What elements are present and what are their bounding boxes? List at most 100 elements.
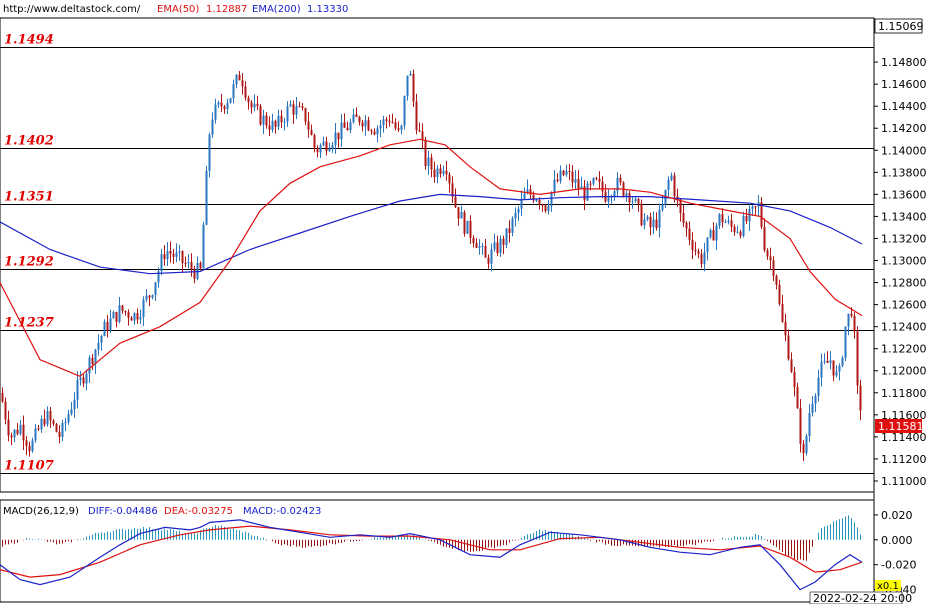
candle-102: [307, 112, 310, 138]
candle-110: [331, 142, 334, 154]
candle-96: [289, 100, 292, 108]
candle-284: [853, 312, 856, 339]
macd-dea-value: DEA:-0.03275: [164, 506, 233, 517]
candle-22: [67, 409, 70, 425]
candle-216: [649, 212, 652, 236]
ema50-value: 1.12887: [206, 4, 247, 15]
price-axis-ticks: 1.14800 1.14600 1.14400 1.14200 1.14000 1.138…: [874, 56, 927, 488]
candle-187: [562, 169, 565, 177]
candle-191: [574, 169, 577, 190]
candle-195: [586, 181, 589, 201]
candle-92: [277, 109, 280, 131]
candle-75: [226, 98, 229, 115]
candle-276: [829, 351, 832, 370]
candle-105: [316, 145, 319, 158]
candle-211: [634, 196, 637, 203]
candle-278: [835, 365, 838, 378]
candle-138: [415, 93, 418, 135]
candle-71: [214, 98, 217, 124]
price-tick-label-2: 1.14400: [881, 100, 927, 113]
candle-256: [769, 247, 772, 270]
candle-133: [400, 124, 403, 135]
candle-193: [580, 176, 583, 189]
candle-259: [778, 279, 781, 306]
price-tick-label-11: 1.12600: [881, 299, 927, 312]
timestamp: 2022-02-24 20:00: [813, 592, 912, 604]
source-url[interactable]: http://www.deltastock.com/: [3, 4, 141, 15]
candle-9: [28, 441, 31, 457]
candle-5: [16, 423, 19, 436]
ema50-label: EMA(50): [157, 4, 199, 15]
candle-190: [571, 165, 574, 189]
candle-218: [655, 212, 658, 231]
candle-98: [295, 96, 298, 120]
candle-30: [91, 354, 94, 370]
candle-200: [601, 176, 604, 199]
candle-272: [817, 369, 820, 402]
candle-65: [196, 256, 199, 281]
price-tick-label-13: 1.12200: [881, 343, 927, 356]
candle-86: [259, 103, 262, 126]
candle-167: [502, 235, 505, 255]
candle-137: [412, 69, 415, 107]
candle-166: [499, 235, 502, 257]
candle-47: [142, 296, 145, 327]
candle-204: [613, 188, 616, 201]
candle-226: [679, 198, 682, 222]
candle-53: [160, 248, 163, 276]
candle-116: [349, 118, 352, 134]
candle-94: [283, 117, 286, 131]
candle-285: [856, 326, 859, 394]
candle-159: [478, 239, 481, 255]
candle-243: [730, 213, 733, 233]
candle-258: [775, 274, 778, 290]
candle-210: [631, 197, 634, 209]
candle-155: [466, 220, 469, 234]
candle-114: [343, 113, 346, 128]
candle-88: [265, 111, 268, 129]
candle-45: [136, 308, 139, 324]
candle-197: [592, 177, 595, 186]
candle-33: [100, 334, 103, 351]
ema200-line: [0, 193, 863, 275]
candle-128: [385, 116, 388, 129]
candle-172: [517, 205, 520, 221]
candle-11: [34, 423, 37, 443]
level-label-0: 1.1494: [4, 33, 54, 48]
candle-180: [541, 203, 544, 212]
candle-83: [250, 100, 253, 114]
candle-242: [727, 215, 730, 225]
candle-25: [76, 370, 79, 409]
price-tick-label-7: 1.13400: [881, 210, 927, 223]
candle-27: [82, 374, 85, 388]
candle-141: [424, 136, 427, 170]
candle-194: [583, 180, 586, 211]
candle-108: [325, 136, 328, 156]
candle-153: [460, 205, 463, 219]
candle-99: [298, 101, 301, 108]
candle-51: [154, 282, 157, 302]
candle-97: [292, 100, 295, 124]
candle-126: [379, 120, 382, 138]
candle-219: [658, 203, 661, 238]
candle-163: [490, 243, 493, 272]
candlestick-series: [1, 69, 862, 462]
candle-100: [301, 102, 304, 111]
candle-1: [4, 397, 7, 425]
price-tick-label-12: 1.12400: [881, 321, 927, 334]
candle-161: [484, 238, 487, 258]
price-tick-label-6: 1.13600: [881, 188, 927, 201]
candle-16: [49, 407, 52, 428]
candle-48: [145, 289, 148, 303]
candle-64: [193, 265, 196, 284]
candle-28: [85, 369, 88, 391]
candle-56: [169, 241, 172, 263]
candle-148: [445, 161, 448, 181]
candle-90: [271, 113, 274, 133]
candle-8: [25, 436, 28, 456]
candle-202: [607, 189, 610, 209]
candle-10: [31, 437, 34, 453]
candle-17: [52, 419, 55, 427]
candle-240: [721, 207, 724, 228]
price-tick-label-9: 1.13000: [881, 255, 927, 268]
